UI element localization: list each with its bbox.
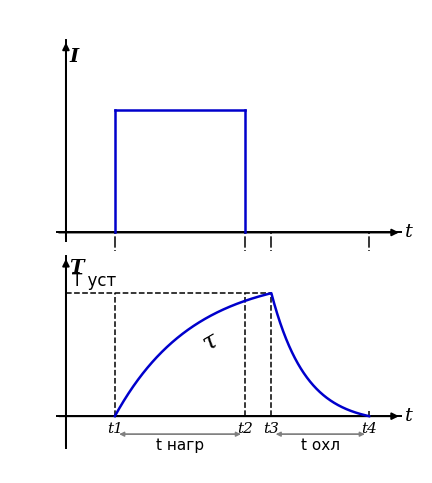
Text: t нагр: t нагр bbox=[156, 438, 204, 453]
Text: T: T bbox=[69, 259, 84, 277]
Text: t: t bbox=[405, 407, 413, 425]
Text: t1: t1 bbox=[107, 422, 123, 436]
Text: t2: t2 bbox=[237, 422, 253, 436]
Text: t охл: t охл bbox=[301, 438, 340, 453]
Text: t3: t3 bbox=[264, 422, 279, 436]
Text: τ: τ bbox=[197, 328, 221, 355]
Text: t4: t4 bbox=[361, 422, 377, 436]
Text: t: t bbox=[405, 224, 413, 242]
Text: T уст: T уст bbox=[73, 272, 117, 290]
Text: I: I bbox=[69, 48, 78, 66]
